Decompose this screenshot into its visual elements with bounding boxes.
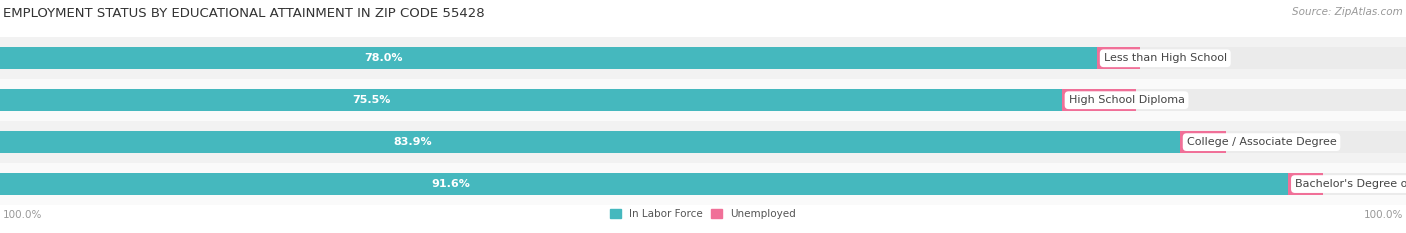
Bar <box>1097 47 1140 69</box>
Text: High School Diploma: High School Diploma <box>1069 95 1185 105</box>
Bar <box>1288 173 1323 195</box>
Text: Bachelor's Degree or higher: Bachelor's Degree or higher <box>1295 179 1406 189</box>
Text: 2.5%: 2.5% <box>1337 179 1365 189</box>
Bar <box>0 37 1406 79</box>
Bar <box>0 131 1406 153</box>
Bar <box>0 47 1406 69</box>
Bar <box>0 163 1406 205</box>
Text: 83.9%: 83.9% <box>394 137 432 147</box>
Bar <box>1180 131 1226 153</box>
Text: Less than High School: Less than High School <box>1104 53 1227 63</box>
Bar <box>0 173 1288 195</box>
Text: 100.0%: 100.0% <box>3 210 42 220</box>
Text: 91.6%: 91.6% <box>432 179 470 189</box>
Text: College / Associate Degree: College / Associate Degree <box>1187 137 1337 147</box>
Bar <box>0 47 1097 69</box>
Text: 3.3%: 3.3% <box>1240 137 1268 147</box>
Bar <box>0 173 1406 195</box>
Text: EMPLOYMENT STATUS BY EDUCATIONAL ATTAINMENT IN ZIP CODE 55428: EMPLOYMENT STATUS BY EDUCATIONAL ATTAINM… <box>3 7 485 20</box>
Text: 100.0%: 100.0% <box>1364 210 1403 220</box>
Bar <box>1062 89 1136 111</box>
Bar <box>0 89 1406 111</box>
Text: 78.0%: 78.0% <box>364 53 404 63</box>
Text: Source: ZipAtlas.com: Source: ZipAtlas.com <box>1292 7 1403 17</box>
Bar <box>0 131 1180 153</box>
Text: 75.5%: 75.5% <box>353 95 391 105</box>
Bar <box>0 79 1406 121</box>
Legend: In Labor Force, Unemployed: In Labor Force, Unemployed <box>606 205 800 223</box>
Text: 5.3%: 5.3% <box>1150 95 1178 105</box>
Text: 3.1%: 3.1% <box>1154 53 1182 63</box>
Bar <box>0 121 1406 163</box>
Bar <box>0 89 1062 111</box>
